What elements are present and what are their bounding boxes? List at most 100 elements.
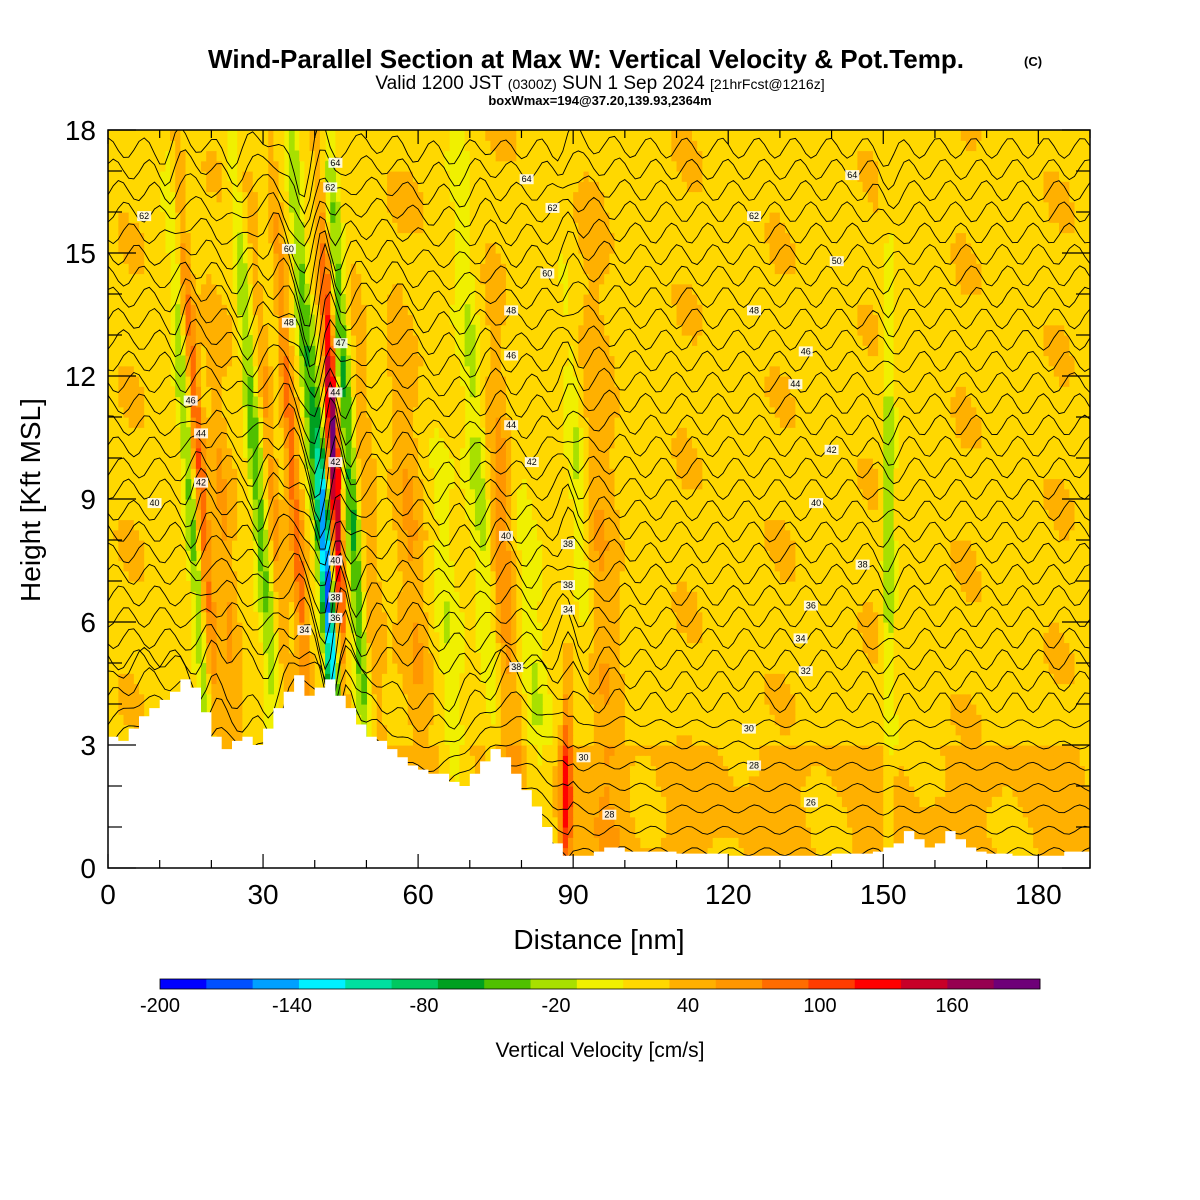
w-field-cell (1048, 765, 1055, 777)
w-field-cell (681, 683, 688, 695)
w-field-cell (1069, 663, 1076, 674)
w-field-cell (924, 837, 931, 849)
w-field-cell (965, 837, 972, 849)
w-field-cell (304, 632, 311, 644)
w-field-cell (381, 724, 388, 736)
w-field-cell (981, 673, 988, 685)
w-field-cell (950, 642, 957, 654)
w-field-cell (650, 745, 657, 756)
w-field-cell (934, 693, 941, 705)
w-field-cell (795, 775, 802, 787)
w-field-cell (1012, 847, 1019, 859)
w-field-cell (681, 816, 688, 828)
w-field-cell (919, 622, 926, 633)
w-field-cell (774, 622, 781, 633)
w-field-cell (924, 816, 931, 828)
w-field-cell (500, 611, 507, 623)
w-field-cell (661, 601, 667, 613)
w-field-cell (769, 847, 776, 859)
w-field-cell (645, 816, 652, 828)
w-field-cell (810, 622, 817, 633)
w-field-cell (774, 745, 781, 756)
w-field-cell (113, 622, 119, 633)
w-field-cell (283, 601, 290, 613)
w-field-cell (593, 765, 600, 777)
w-field-cell (624, 693, 631, 705)
w-field-cell (1038, 632, 1045, 644)
w-field-cell (754, 765, 760, 777)
w-field-cell (914, 601, 921, 613)
w-field-cell (645, 591, 652, 603)
w-field-cell (593, 734, 600, 746)
w-field-cell (521, 775, 528, 787)
w-field-cell (609, 775, 616, 787)
w-field-cell (893, 652, 900, 664)
w-field-cell (702, 591, 709, 603)
w-field-cell (717, 847, 724, 859)
w-field-cell (1012, 622, 1019, 633)
w-field-cell (185, 591, 192, 603)
w-field-cell (206, 673, 212, 685)
w-field-cell (1069, 796, 1076, 808)
w-field-cell (981, 704, 988, 715)
w-field-cell (800, 775, 807, 787)
w-field-cell (578, 632, 585, 644)
w-field-cell (733, 683, 740, 695)
w-field-cell (459, 683, 466, 695)
w-field-cell (1007, 622, 1014, 633)
w-field-cell (557, 745, 564, 756)
w-field-cell (464, 581, 471, 592)
w-field-cell (356, 683, 362, 695)
w-field-cell (469, 673, 476, 685)
w-field-cell (790, 611, 796, 623)
w-field-cell (500, 673, 507, 685)
w-field-cell (940, 632, 946, 644)
w-field-cell (971, 581, 977, 592)
w-field-cell (459, 693, 466, 705)
w-field-cell (531, 775, 538, 787)
w-field-cell (201, 693, 207, 705)
w-field-cell (903, 673, 910, 685)
w-field-cell (371, 652, 378, 664)
w-field-cell (805, 591, 812, 603)
w-field-cell (686, 755, 693, 767)
w-field-cell (965, 683, 972, 695)
w-field-cell (340, 581, 347, 592)
w-field-cell (392, 632, 399, 644)
w-field-cell (692, 837, 698, 849)
w-field-cell (418, 652, 424, 664)
w-field-cell (764, 591, 771, 603)
w-field-cell (1002, 611, 1008, 623)
w-field-cell (133, 611, 140, 623)
w-field-cell (723, 601, 729, 613)
w-field-cell (717, 611, 724, 623)
w-field-cell (779, 806, 786, 818)
w-field-cell (516, 745, 523, 756)
w-field-cell (1058, 775, 1065, 787)
w-field-cell (252, 683, 259, 695)
w-field-cell (397, 704, 404, 715)
w-field-cell (769, 755, 776, 767)
w-field-cell (991, 714, 998, 726)
w-field-cell (252, 704, 259, 715)
w-field-cell (769, 673, 776, 685)
w-field-cell (852, 693, 859, 705)
w-field-cell (971, 806, 977, 818)
w-field-cell (697, 704, 703, 715)
w-field-cell (733, 622, 740, 633)
w-field-cell (810, 837, 817, 849)
w-field-cell (1058, 724, 1065, 736)
w-field-cell (1074, 673, 1081, 685)
w-field-cell (971, 704, 977, 715)
w-field-cell (108, 693, 114, 705)
w-field-cell (1048, 806, 1055, 818)
w-field-cell (500, 734, 507, 746)
w-field-cell (562, 755, 569, 767)
w-field-cell (640, 806, 647, 818)
w-field-cell (108, 622, 114, 633)
w-field-cell (841, 704, 848, 715)
w-field-cell (1027, 693, 1034, 705)
w-field-cell (118, 673, 125, 685)
w-field-cell (650, 714, 657, 726)
w-field-cell (252, 642, 259, 654)
